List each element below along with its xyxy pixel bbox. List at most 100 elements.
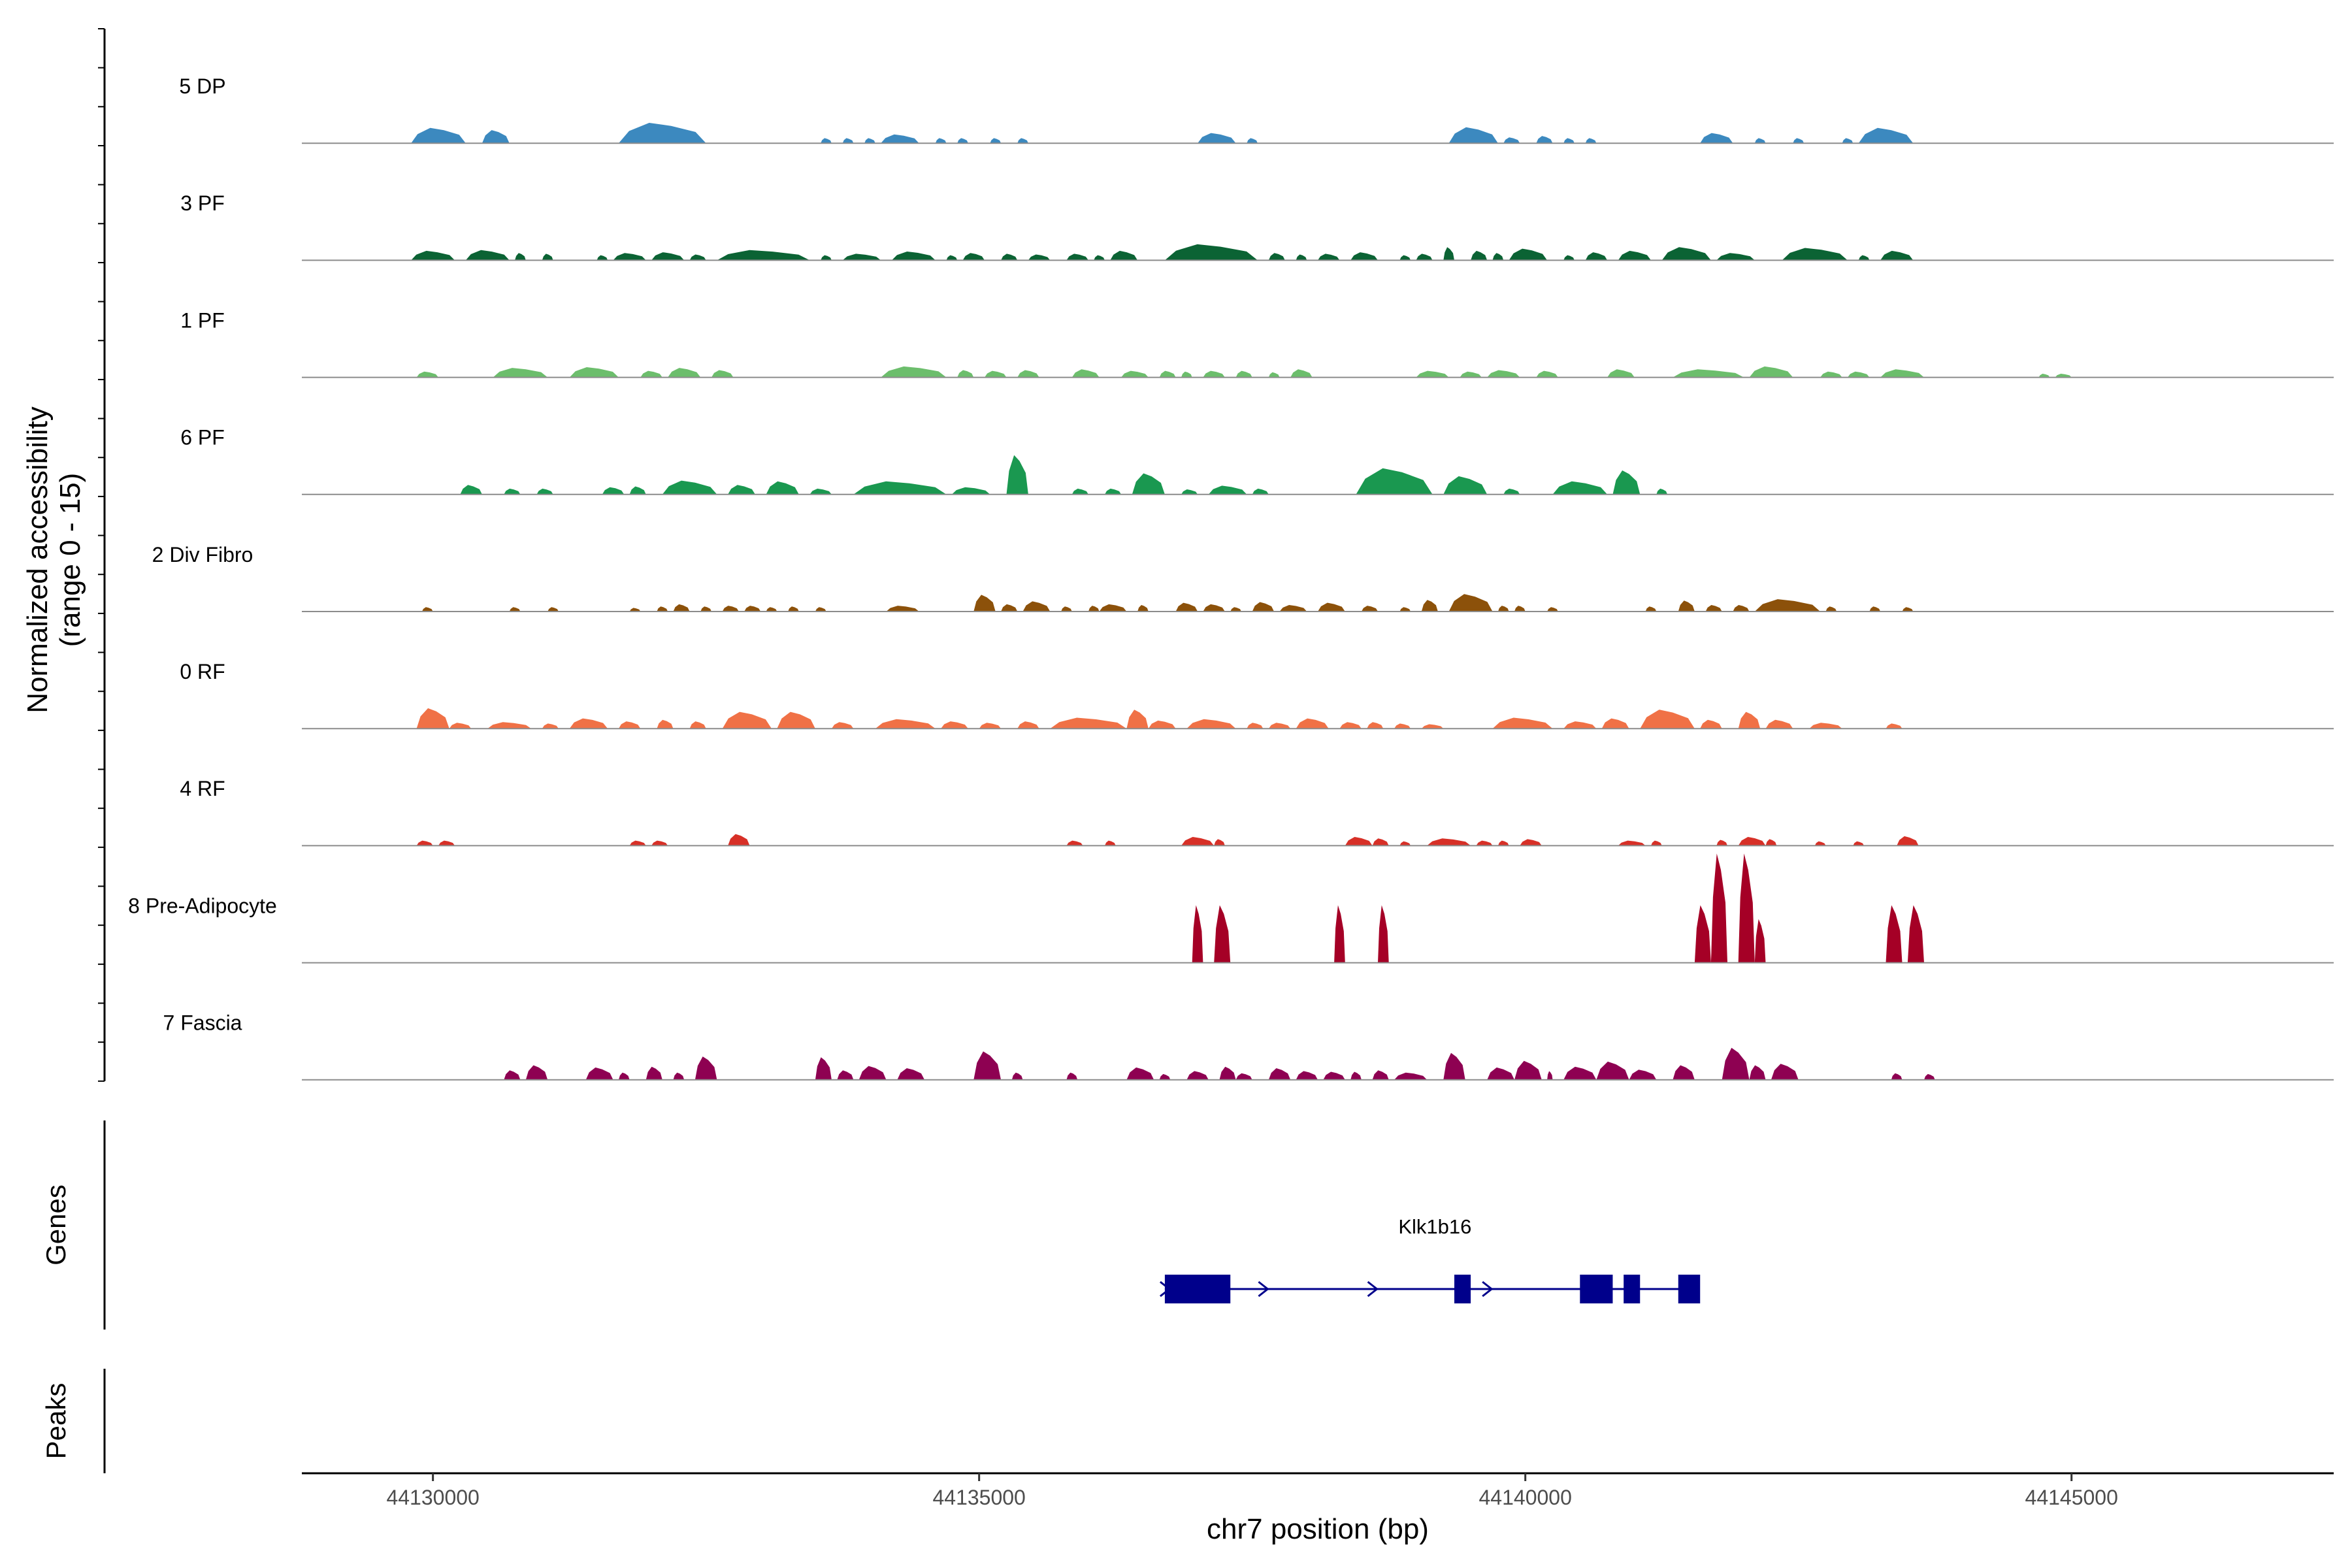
coverage-peak	[1471, 250, 1488, 261]
coverage-peak	[1345, 837, 1373, 846]
track-label: 4 RF	[180, 777, 225, 800]
track-label: 0 RF	[180, 660, 225, 683]
coverage-peak	[618, 123, 706, 144]
coverage-peak	[1252, 488, 1269, 495]
coverage-peak	[1356, 468, 1433, 495]
coverage-peak	[881, 366, 947, 378]
coverage-peak	[1601, 718, 1629, 729]
coverage-peak	[1219, 1066, 1236, 1080]
coverage-peak	[897, 1068, 925, 1080]
coverage-peak	[1394, 1072, 1428, 1080]
coverage-peak	[1640, 710, 1695, 729]
coverage-peak	[1071, 369, 1100, 378]
coverage-peak	[842, 253, 881, 261]
coverage-peak	[1399, 255, 1411, 261]
coverage-peak	[1022, 601, 1051, 612]
coverage-peak	[1793, 138, 1805, 144]
coverage-peak	[766, 481, 799, 495]
track-8-pre-adipocyte: 8 Pre-Adipocyte	[128, 853, 2334, 964]
coverage-peak	[525, 1065, 548, 1080]
coverage-peak	[951, 487, 990, 495]
coverage-peak	[1738, 837, 1766, 846]
gene-exon	[1624, 1275, 1641, 1303]
coverage-peak	[673, 1072, 685, 1080]
coverage-peak	[1416, 253, 1433, 261]
track-2-div-fibro: 2 Div Fibro	[152, 543, 2334, 612]
coverage-peak	[831, 722, 854, 729]
coverage-peak	[1006, 455, 1028, 495]
coverage-peak	[1492, 717, 1553, 729]
coverage-peak	[1907, 905, 1924, 963]
coverage-peak	[1192, 905, 1203, 963]
coverage-peak	[1820, 371, 1842, 378]
coverage-peak	[1460, 371, 1482, 378]
coverage-peak	[1694, 905, 1711, 963]
gene-exon	[1164, 1275, 1231, 1303]
coverage-peak	[1350, 1071, 1362, 1080]
coverage-peak	[2038, 374, 2050, 378]
coverage-peak	[1175, 602, 1198, 612]
coverage-peak	[1645, 606, 1657, 612]
coverage-peak	[1476, 840, 1493, 846]
coverage-peak	[1443, 1053, 1465, 1080]
coverage-peak	[1159, 370, 1176, 378]
coverage-peak	[1710, 853, 1727, 963]
coverage-peak	[1897, 836, 1919, 846]
coverage-peak	[421, 607, 433, 612]
coverage-peak	[1235, 1073, 1252, 1080]
coverage-y-axis	[98, 28, 106, 1082]
coverage-peak	[1754, 599, 1821, 612]
coverage-peak	[1847, 371, 1870, 378]
coverage-peak	[973, 595, 996, 612]
coverage-peak	[416, 840, 433, 846]
coverage-peak	[1563, 721, 1597, 729]
coverage-peak	[662, 480, 717, 495]
coverage-peak	[1880, 369, 1924, 378]
coverage-peak	[1733, 605, 1750, 612]
coverage-peak	[853, 481, 947, 495]
coverage-peak	[1814, 841, 1826, 846]
coverage-peak	[585, 1067, 613, 1080]
coverage-peak	[1443, 247, 1454, 261]
coverage-peak	[1214, 839, 1225, 846]
coverage-peak	[1235, 370, 1252, 378]
coverage-peak	[1700, 133, 1733, 144]
coverage-peak	[1547, 1071, 1553, 1080]
coverage-peak	[957, 138, 968, 144]
coverage-peak	[1378, 905, 1389, 963]
coverage-peak	[1066, 253, 1088, 261]
coverage-peak	[411, 127, 466, 144]
track-4-rf: 4 RF	[180, 777, 2334, 847]
coverage-peak	[946, 255, 958, 261]
track-label: 5 DP	[179, 74, 225, 98]
coverage-peak	[744, 606, 761, 612]
coverage-peak	[657, 606, 668, 612]
coverage-peak	[722, 606, 739, 612]
coverage-peak	[1050, 717, 1127, 729]
coverage-peak	[1066, 1072, 1078, 1080]
coverage-peak	[788, 606, 799, 612]
coverage-peak	[1738, 853, 1755, 963]
coverage-peak	[1181, 489, 1198, 495]
coverage-peak	[809, 488, 832, 495]
coverage-peak	[1716, 840, 1727, 846]
track-3-pf: 3 PF	[180, 191, 2334, 261]
coverage-peak	[1886, 905, 1903, 963]
coverage-peak	[694, 1056, 717, 1080]
coverage-peak	[1503, 137, 1520, 144]
coverage-peak	[1487, 370, 1520, 378]
coverage-peak	[509, 607, 521, 612]
coverage-peak	[777, 711, 815, 729]
coverage-peak	[1252, 602, 1275, 612]
coverage-peak	[416, 371, 438, 378]
coverage-peak	[1749, 1065, 1766, 1080]
strand-arrow	[1482, 1281, 1494, 1298]
coverage-peak	[1858, 255, 1870, 261]
gene-exon	[1580, 1275, 1613, 1303]
coverage-tracks: 5 DP 3 PF 1 PF 6 PF 2 Div Fibro 0 RF 4 RF 8 Pre…	[128, 74, 2334, 1081]
coverage-peak	[891, 252, 936, 261]
coverage-peak	[1137, 605, 1149, 612]
coverage-peak	[711, 370, 734, 378]
track-7-fascia: 7 Fascia	[163, 1011, 2334, 1081]
